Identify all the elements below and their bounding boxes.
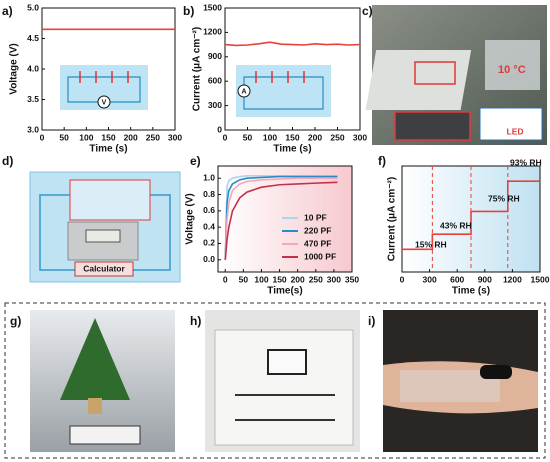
legend-label: 1000 PF: [304, 251, 336, 261]
annotation: 43% RH: [440, 220, 472, 230]
data-line: [224, 175, 338, 260]
legend-label: 220 PF: [304, 225, 331, 235]
panel-label: h): [190, 314, 201, 328]
y-tick-label: 0.6: [203, 205, 215, 215]
y-tick-label: 4.0: [27, 63, 39, 73]
inset-symbol: A: [241, 88, 246, 95]
x-axis-label: Time (s): [273, 144, 311, 155]
y-tick-label: 1500: [203, 2, 222, 12]
y-tick-label: 0.0: [203, 254, 215, 264]
photo-text: LED: [507, 126, 524, 136]
x-tick-label: 0: [40, 132, 45, 142]
annotation: 93% RH: [510, 157, 542, 167]
panel-label: g): [10, 314, 21, 328]
x-axis-label: Time (s): [89, 144, 127, 155]
x-tick-label: 300: [168, 132, 182, 142]
x-tick-label: 250: [146, 132, 160, 142]
photo-i: [383, 310, 538, 452]
data-line: [224, 41, 361, 47]
dashed-frame: [4, 302, 546, 459]
data-line: [224, 177, 338, 260]
y-axis-label: Current (μA cm⁻²): [387, 177, 398, 261]
photo-d: Calculator: [29, 171, 181, 283]
inset-symbol: V: [102, 99, 107, 106]
y-tick-label: 900: [208, 51, 222, 61]
panel-label: a): [2, 4, 13, 18]
x-tick-label: 300: [353, 132, 367, 142]
x-tick-label: 150: [285, 132, 299, 142]
y-axis-label: Voltage (V): [185, 193, 196, 244]
x-tick-label: 100: [79, 132, 93, 142]
inset-wire: [243, 76, 324, 110]
x-tick-label: 0: [400, 274, 405, 284]
photo-c: 10 °C LED: [365, 5, 547, 145]
y-tick-label: 5.0: [27, 2, 39, 12]
panel-label: f): [378, 154, 386, 168]
x-axis-label: Time (s): [452, 286, 490, 297]
panel-label: c): [362, 4, 373, 18]
photo-text: Calculator: [83, 263, 125, 273]
x-tick-label: 250: [330, 132, 344, 142]
panel-label: e): [190, 154, 201, 168]
y-tick-label: 0: [217, 124, 222, 134]
y-tick-label: 3.5: [27, 94, 39, 104]
inset-meter: [97, 95, 111, 109]
x-tick-label: 200: [308, 132, 322, 142]
x-tick-label: 200: [291, 274, 305, 284]
y-tick-label: 3.0: [27, 124, 39, 134]
x-tick-label: 350: [345, 274, 359, 284]
x-tick-label: 1500: [531, 274, 550, 284]
x-axis-label: Time(s): [267, 286, 302, 297]
x-tick-label: 0: [223, 274, 228, 284]
photo-text: 10 °C: [498, 64, 526, 76]
y-tick-label: 0.8: [203, 189, 215, 199]
legend-label: 470 PF: [304, 238, 331, 248]
x-tick-label: 100: [254, 274, 268, 284]
x-tick-label: 300: [327, 274, 341, 284]
inset-circuit: [236, 65, 331, 117]
data-line: [224, 174, 338, 260]
inset-meter: [237, 84, 251, 98]
panel-label: i): [368, 314, 375, 328]
annotation: 75% RH: [488, 194, 520, 204]
y-tick-label: 0.4: [203, 221, 215, 231]
annotation: 15% RH: [415, 240, 447, 250]
x-tick-label: 50: [59, 132, 69, 142]
x-tick-label: 150: [101, 132, 115, 142]
x-tick-label: 150: [272, 274, 286, 284]
x-tick-label: 100: [263, 132, 277, 142]
photo-h: [205, 310, 360, 452]
x-tick-label: 300: [423, 274, 437, 284]
y-tick-label: 300: [208, 100, 222, 110]
plot-frame: [217, 165, 353, 273]
x-tick-label: 50: [239, 274, 249, 284]
photo-g: [30, 310, 175, 452]
x-tick-label: 600: [450, 274, 464, 284]
x-tick-label: 200: [124, 132, 138, 142]
x-tick-label: 250: [309, 274, 323, 284]
y-axis-label: Current (μA cm⁻²): [192, 27, 203, 111]
y-tick-label: 0.2: [203, 238, 215, 248]
panel-label: b): [183, 4, 194, 18]
x-tick-label: 1200: [503, 274, 522, 284]
y-tick-label: 4.5: [27, 33, 39, 43]
inset-wire: [67, 76, 141, 103]
y-axis-label: Voltage (V): [9, 43, 20, 94]
y-tick-label: 600: [208, 75, 222, 85]
data-line: [224, 181, 338, 260]
data-line: [402, 180, 540, 251]
x-tick-label: 900: [478, 274, 492, 284]
y-tick-label: 1200: [203, 27, 222, 37]
x-tick-label: 50: [243, 132, 253, 142]
x-tick-label: 0: [223, 132, 228, 142]
y-tick-label: 1.0: [203, 172, 215, 182]
panel-label: d): [2, 154, 13, 168]
legend-label: 10 PF: [304, 212, 327, 222]
